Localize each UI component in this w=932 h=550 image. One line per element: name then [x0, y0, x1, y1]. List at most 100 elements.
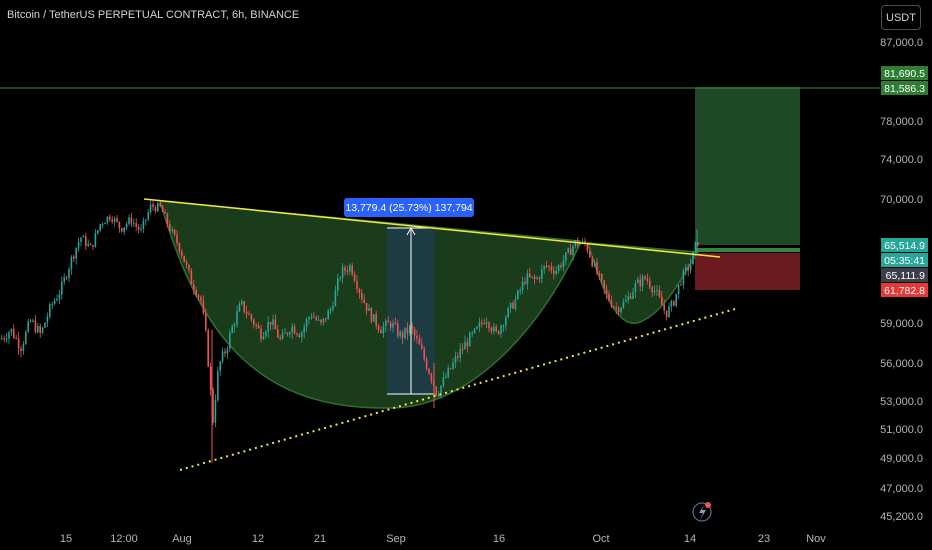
- price-marker: [881, 238, 928, 252]
- candle-body: [87, 243, 89, 246]
- candle-body: [593, 262, 596, 267]
- candle-body: [581, 241, 584, 244]
- candle-body: [459, 348, 461, 358]
- price-tick-label: 49,000.0: [880, 453, 923, 465]
- price-marker-label: 81,586.3: [884, 83, 925, 95]
- candle-body: [82, 236, 85, 238]
- candle-body: [99, 224, 101, 231]
- support-trendline: [179, 308, 736, 471]
- candle-body: [65, 277, 68, 279]
- candle-body: [512, 302, 514, 309]
- candle-body: [584, 241, 586, 244]
- candle-body: [409, 326, 411, 334]
- candle-body: [243, 301, 245, 312]
- price-marker-label: 65,514.9: [884, 240, 925, 252]
- candle-body: [173, 229, 176, 235]
- candle-body: [430, 374, 433, 382]
- candle-body: [694, 242, 697, 252]
- candle-body: [548, 266, 550, 268]
- candle-body: [613, 306, 615, 308]
- candle-body: [608, 293, 610, 301]
- candle-body: [49, 304, 51, 317]
- time-tick-label: 23: [758, 533, 770, 545]
- candle-body: [632, 292, 634, 299]
- candle-body: [603, 280, 605, 289]
- candle-body: [423, 348, 425, 360]
- candle-body: [29, 320, 32, 322]
- candle-body: [368, 308, 370, 311]
- candle-body: [555, 271, 557, 274]
- candle-body: [476, 326, 478, 329]
- candle-body: [195, 289, 197, 296]
- price-tick-label: 56,000.0: [880, 358, 923, 370]
- candle-body: [553, 270, 555, 274]
- candle-body: [464, 341, 466, 350]
- price-tick-label: 53,000.0: [880, 396, 923, 408]
- candle-body: [296, 333, 298, 335]
- candle-body: [675, 293, 677, 306]
- candle-body: [121, 228, 123, 232]
- candle-body: [605, 288, 608, 294]
- price-marker: [881, 283, 928, 297]
- candle-body: [377, 325, 380, 330]
- candle-body: [646, 278, 649, 281]
- candle-body: [421, 344, 423, 349]
- candle-body: [586, 243, 589, 252]
- candle-body: [133, 223, 135, 225]
- time-tick-label: Oct: [592, 533, 609, 545]
- candle-body: [257, 325, 260, 329]
- price-tick-label: 45,200.0: [880, 511, 923, 523]
- candle-body: [73, 256, 75, 259]
- candle-body: [687, 267, 689, 271]
- candle-body: [325, 318, 327, 320]
- candle-body: [229, 333, 231, 349]
- candle-body: [75, 247, 77, 259]
- candle-body: [272, 319, 274, 325]
- candle-body: [634, 283, 637, 293]
- candle-body: [692, 251, 694, 265]
- candle-body: [277, 329, 279, 338]
- candle-body: [346, 270, 349, 272]
- candle-body: [301, 332, 303, 338]
- candle-body: [137, 226, 140, 230]
- candle-body: [202, 300, 205, 314]
- candle-body: [149, 204, 152, 213]
- candle-body: [1, 338, 3, 340]
- price-tick-label: 59,000.0: [880, 318, 923, 330]
- candle-body: [567, 248, 569, 253]
- candle-body: [337, 278, 339, 291]
- candle-body: [25, 331, 27, 344]
- candle-body: [661, 296, 663, 305]
- candle-body: [425, 359, 428, 370]
- price-axis[interactable]: 87,000.0 78,000.0 74,000.0 70,000.0 59,000.0…: [880, 37, 928, 523]
- candle-body: [514, 299, 517, 309]
- lightning-bolt-icon: [699, 505, 706, 520]
- candle-body: [665, 310, 668, 317]
- candle-body: [502, 325, 505, 327]
- candle-body: [689, 264, 692, 271]
- candle-body: [356, 281, 358, 290]
- candle-body: [308, 317, 310, 320]
- measure-label-bg: [344, 198, 474, 217]
- candle-body: [639, 279, 641, 287]
- price-marker: [881, 268, 928, 282]
- candle-body: [310, 316, 313, 318]
- candle-body: [495, 326, 497, 332]
- candle-body: [478, 322, 481, 327]
- candle-body: [625, 300, 627, 302]
- price-marker: [881, 253, 928, 267]
- candle-body: [5, 338, 8, 340]
- candle-body: [166, 213, 169, 225]
- candle-body: [601, 273, 603, 281]
- candle-body: [221, 351, 224, 362]
- time-axis[interactable]: 15 12:00 Aug 12 21 Sep 16 Oct 14 23 Nov: [60, 533, 826, 545]
- overlays: 13,779.4 (25.73%) 137,794: [0, 87, 880, 522]
- currency-button[interactable]: USDT: [881, 5, 921, 30]
- candle-body: [289, 332, 291, 335]
- candle-body: [265, 331, 267, 337]
- candle-body: [481, 322, 483, 324]
- candle-body: [315, 317, 317, 320]
- candle-body: [17, 338, 20, 349]
- measure-label: 13,779.4 (25.73%) 137,794: [345, 202, 472, 214]
